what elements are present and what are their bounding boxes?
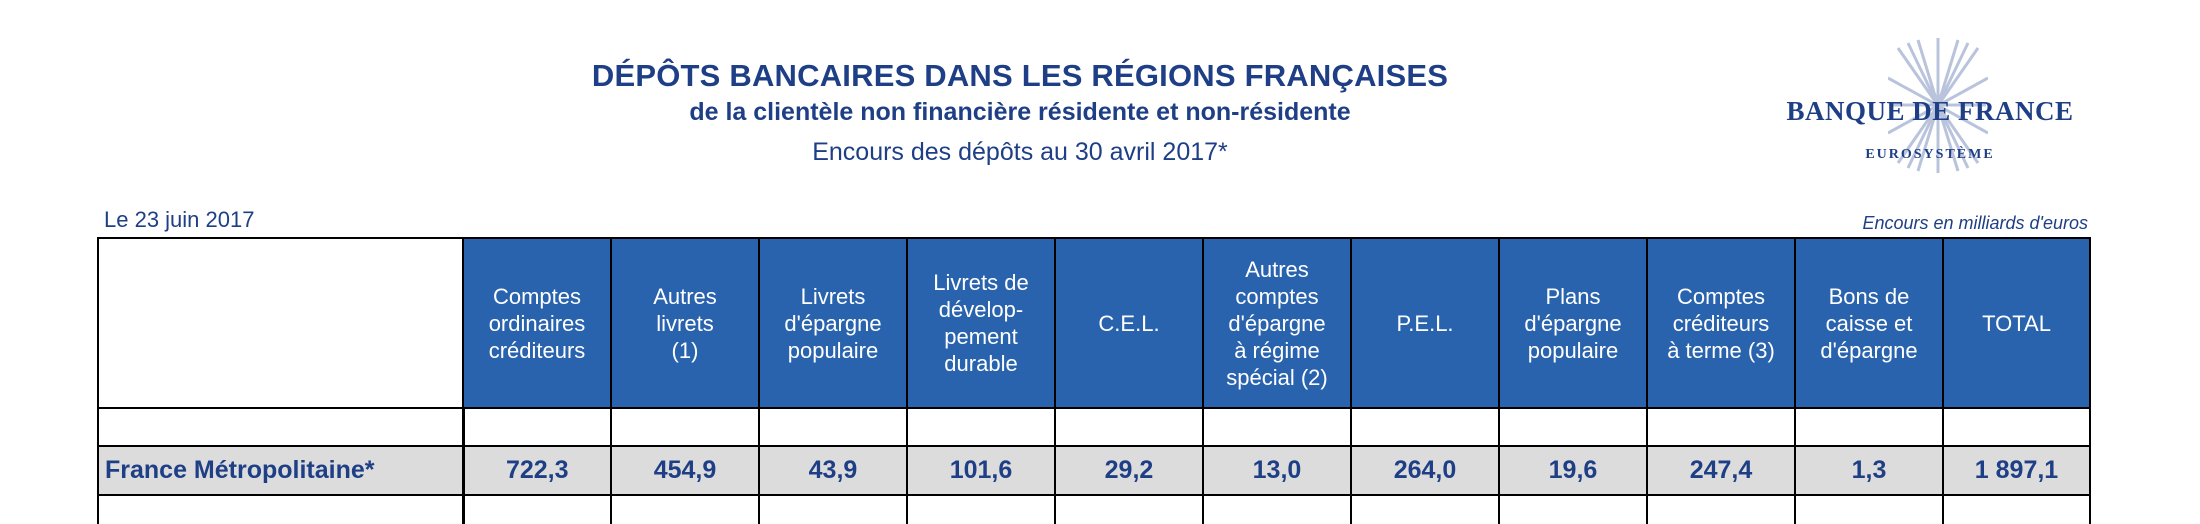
column-header-line: Comptes xyxy=(1676,283,1766,309)
table-cell-total: 1 897,1 xyxy=(1942,445,2091,496)
deposits-table: Comptes ordinaires créditeurs Autres livret… xyxy=(97,237,2091,524)
table-cell: 722,3 xyxy=(462,445,612,496)
column-header-line: TOTAL xyxy=(1982,310,2051,336)
column-header-line: Livrets xyxy=(800,283,866,309)
table-row: France Métropolitaine* 722,3 454,9 43,9 … xyxy=(97,445,2091,496)
table-cell: 29,2 xyxy=(1054,445,1204,496)
column-header-line: ordinaires xyxy=(488,310,586,336)
table-cell: 101,6 xyxy=(906,445,1056,496)
column-header-line: pement xyxy=(944,324,1018,349)
column-header-line: Comptes xyxy=(492,283,582,309)
column-header: Plans d'épargne populaire xyxy=(1498,237,1648,409)
logo-subtitle: EUROSYSTÈME xyxy=(1865,147,1995,162)
column-header-line: d'épargne xyxy=(1820,337,1918,363)
logo-name: BANQUE DE FRANCE xyxy=(1786,96,2074,126)
continuation-row xyxy=(97,494,2091,524)
column-header-line: spécial (2) xyxy=(1226,364,1328,390)
logo-star-icon xyxy=(1888,38,1988,173)
table-cell: 13,0 xyxy=(1202,445,1352,496)
column-header-line: d'épargne xyxy=(1228,310,1326,336)
table-cell: 43,9 xyxy=(758,445,908,496)
page-subtitle: de la clientèle non financière résidente… xyxy=(689,98,1351,126)
column-header-line: Autres xyxy=(653,283,717,309)
publication-date: Le 23 juin 2017 xyxy=(104,207,255,232)
column-header: Livrets d'épargne populaire xyxy=(758,237,908,409)
column-header-line: caisse et xyxy=(1825,310,1913,336)
column-header-line: comptes xyxy=(1235,283,1319,309)
column-header-line: populaire xyxy=(1527,337,1619,363)
column-header-line: Autres xyxy=(1245,256,1309,282)
table-cell: 454,9 xyxy=(610,445,760,496)
column-header-line: C.E.L. xyxy=(1098,310,1160,336)
column-header: Bons de caisse et d'épargne xyxy=(1794,237,1944,409)
column-header: P.E.L. xyxy=(1350,237,1500,409)
column-header-line: populaire xyxy=(787,337,879,363)
row-label: France Métropolitaine* xyxy=(97,445,465,496)
column-header-line: Livrets de xyxy=(933,270,1029,295)
column-header-line: créditeurs xyxy=(1672,310,1770,336)
column-header-line: P.E.L. xyxy=(1396,310,1454,336)
table-cell: 19,6 xyxy=(1498,445,1648,496)
table-cell: 264,0 xyxy=(1350,445,1500,496)
column-header-line: livrets xyxy=(656,310,714,336)
table-cell: 247,4 xyxy=(1646,445,1796,496)
column-header: Autres comptes d'épargne à régime spécial (2… xyxy=(1202,237,1352,409)
column-header: Autres livrets (1) xyxy=(610,237,760,409)
table-cell: 1,3 xyxy=(1794,445,1944,496)
as-of-date: Encours des dépôts au 30 avril 2017* xyxy=(812,138,1228,166)
column-header: Comptes ordinaires créditeurs xyxy=(462,237,612,409)
column-header: TOTAL xyxy=(1942,237,2091,409)
spacer-row xyxy=(97,407,2091,447)
column-header: Comptes créditeurs à terme (3) xyxy=(1646,237,1796,409)
table-header-row: Comptes ordinaires créditeurs Autres livret… xyxy=(97,237,2091,409)
page-title: DÉPÔTS BANCAIRES DANS LES RÉGIONS FRANÇA… xyxy=(591,58,1449,93)
column-header-line: Plans xyxy=(1545,283,1601,309)
column-header-line: d'épargne xyxy=(1524,310,1622,336)
column-header: C.E.L. xyxy=(1054,237,1204,409)
column-header-line: (1) xyxy=(671,337,699,363)
column-header-line: à régime xyxy=(1234,337,1320,363)
column-header-line: d'épargne xyxy=(784,310,882,336)
column-header-line: créditeurs xyxy=(488,337,586,363)
column-header-line: Bons de xyxy=(1828,283,1910,309)
table-corner-cell xyxy=(97,237,464,409)
column-header: Livrets de dévelop-pement durable xyxy=(906,237,1056,409)
column-header-line: à terme (3) xyxy=(1667,337,1775,363)
units-note: Encours en milliards d'euros xyxy=(1862,213,2088,233)
column-header-line: durable xyxy=(944,351,1018,376)
column-header-line: dévelop- xyxy=(938,297,1024,322)
banque-de-france-logo: BANQUE DE FRANCE EUROSYSTÈME xyxy=(1770,30,2090,180)
report-heading: DÉPÔTS BANCAIRES DANS LES RÉGIONS FRANÇA… xyxy=(520,58,1520,168)
